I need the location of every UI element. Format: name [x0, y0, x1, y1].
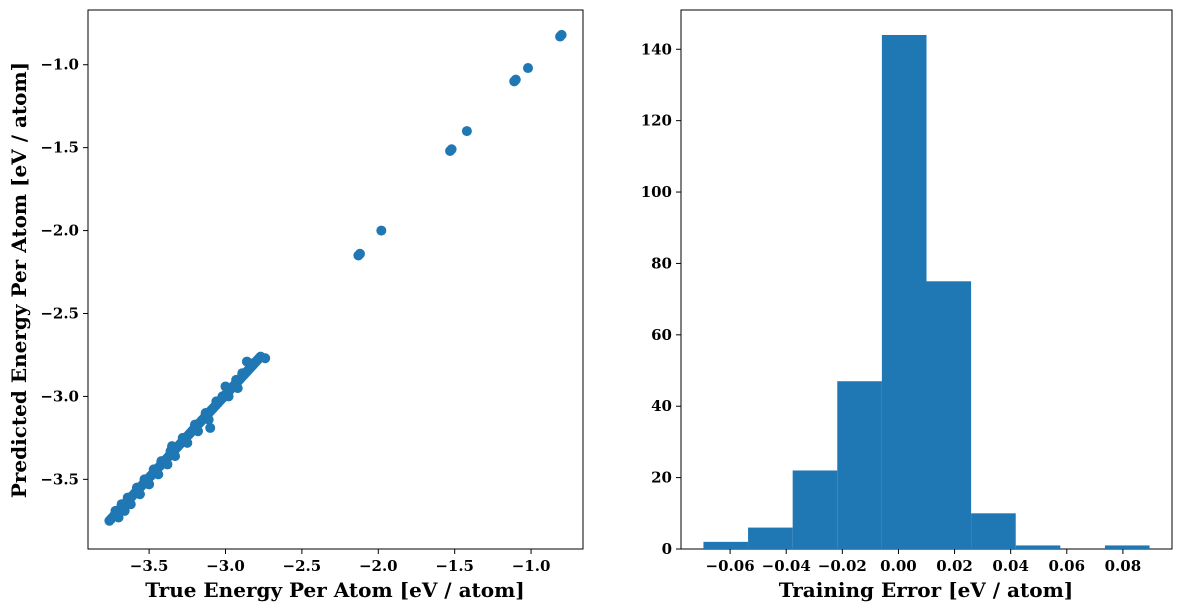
histogram-bar [881, 34, 927, 549]
scatter-point [510, 74, 521, 85]
y-tick-label: 20 [651, 469, 672, 487]
y-tick-label: 60 [651, 326, 672, 344]
scatter-x-ticks: −3.5 −3.0 −2.5 −2.0 −1.5 −1.0 [130, 549, 551, 575]
scatter-y-ticks: −3.5 −3.0 −2.5 −2.0 −1.5 −1.0 [40, 56, 88, 488]
x-tick-label: 0.02 [936, 557, 973, 575]
histogram-bar [1015, 545, 1061, 549]
x-tick-label: 0.04 [992, 557, 1029, 575]
histogram-bars [703, 34, 1150, 549]
y-tick-label: 100 [641, 183, 672, 201]
scatter-point [231, 374, 242, 385]
x-tick-label: −1.0 [512, 557, 551, 575]
scatter-axes-frame [87, 9, 584, 550]
histogram-bar [971, 513, 1016, 549]
scatter-point [167, 441, 178, 452]
scatter-point [523, 63, 533, 74]
y-tick-label: 140 [641, 40, 672, 58]
histogram-panel: −0.06 −0.04 −0.02 0.00 0.02 0.04 0.06 0.08 0 20 4… [641, 9, 1173, 602]
x-tick-label: −3.0 [206, 557, 245, 575]
y-tick-label: 0 [662, 540, 672, 558]
y-tick-label: −3.5 [40, 470, 79, 488]
x-tick-label: 0.00 [880, 557, 917, 575]
x-tick-label: −2.5 [283, 557, 322, 575]
x-tick-label: −0.04 [762, 557, 811, 575]
scatter-point [376, 225, 387, 236]
scatter-point [153, 469, 164, 480]
scatter-point [461, 126, 472, 137]
histogram-bar [703, 541, 749, 549]
y-tick-label: 40 [651, 397, 672, 415]
x-tick-label: 0.08 [1105, 557, 1142, 575]
x-tick-label: 0.06 [1049, 557, 1086, 575]
scatter-point [193, 426, 203, 437]
scatter-point [446, 144, 457, 155]
scatter-point [220, 381, 231, 392]
scatter-panel: −3.5 −3.0 −2.5 −2.0 −1.5 −1.0 −3.5 −3.0 −2.5 −2.… [7, 9, 584, 602]
y-tick-label: −1.5 [40, 139, 79, 157]
histogram-bar [837, 381, 882, 549]
scatter-point [556, 29, 567, 40]
histogram-x-ticks: −0.06 −0.04 −0.02 0.00 0.02 0.04 0.06 0.08 [706, 549, 1142, 575]
scatter-point [248, 358, 258, 369]
y-tick-label: −2.5 [40, 304, 79, 322]
histogram-bar [926, 281, 972, 549]
y-tick-label: −3.0 [40, 387, 79, 405]
scatter-point [223, 391, 234, 402]
scatter-point [119, 505, 130, 516]
scatter-point [113, 512, 124, 523]
x-tick-label: −2.0 [359, 557, 398, 575]
scatter-x-axis-label: True Energy Per Atom [eV / atom] [145, 578, 525, 602]
scatter-point [232, 383, 243, 394]
scatter-point [205, 422, 216, 433]
histogram-y-ticks: 0 20 40 60 80 100 120 140 [641, 40, 681, 558]
x-tick-label: −0.02 [818, 557, 867, 575]
scatter-point [162, 459, 173, 470]
scatter-point [203, 414, 214, 425]
x-tick-label: −3.5 [130, 557, 169, 575]
y-tick-label: −2.0 [40, 222, 79, 240]
x-tick-label: −0.06 [706, 557, 755, 575]
histogram-x-axis-label: Training Error [eV / atom] [779, 578, 1073, 602]
scatter-points [104, 29, 567, 526]
scatter-point [144, 479, 155, 490]
y-tick-label: 120 [641, 112, 672, 130]
scatter-point [237, 368, 248, 379]
scatter-point [170, 451, 181, 462]
scatter-point [260, 353, 271, 364]
scatter-point [182, 437, 193, 448]
histogram-bar [792, 470, 838, 549]
histogram-bar [1104, 545, 1150, 549]
histogram-bar [748, 527, 793, 549]
scatter-y-axis-label: Predicted Energy Per Atom [eV / atom] [7, 62, 31, 498]
y-tick-label: 80 [651, 254, 672, 272]
scatter-point [134, 489, 145, 500]
scatter-point [125, 499, 136, 510]
y-tick-label: −1.0 [40, 56, 79, 74]
x-tick-label: −1.5 [435, 557, 474, 575]
scatter-point [354, 248, 365, 259]
